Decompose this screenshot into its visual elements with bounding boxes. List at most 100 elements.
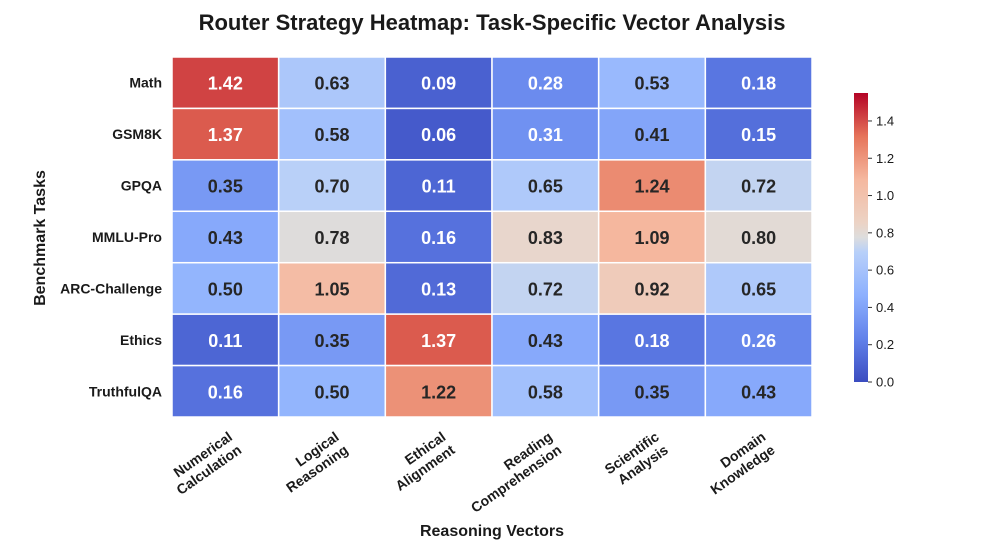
cell-value-label: 0.83 (528, 228, 563, 248)
heatmap-cell (384, 56, 493, 110)
cell-value-label: 1.37 (421, 331, 456, 351)
colorbar-tick-label: 0.0 (876, 375, 894, 390)
heatmap-cell (384, 261, 493, 315)
heatmap-cell (597, 159, 707, 213)
column-labels: NumericalCalculation LogicalReasoning Ethi… (164, 428, 778, 515)
heatmap-cell (491, 159, 600, 213)
colorbar-tick-label: 1.2 (876, 151, 894, 166)
colorbar-tick-label: 0.8 (876, 225, 894, 240)
cell-value-label: 0.43 (208, 228, 243, 248)
cell-value-label: 0.43 (528, 331, 563, 351)
heatmap-cell (384, 364, 493, 418)
cell-value-label: 0.50 (208, 279, 243, 299)
heatmap-cell (171, 364, 280, 418)
heatmap-cell (491, 261, 600, 315)
heatmap-cell (384, 210, 493, 264)
cell-value-label: 0.50 (314, 382, 349, 402)
heatmap-cell (597, 210, 707, 264)
column-label: ScientificAnalysis (602, 428, 672, 490)
row-label: Ethics (120, 332, 162, 348)
row-label: TruthfulQA (89, 383, 162, 399)
column-label: NumericalCalculation (164, 428, 244, 497)
cell-value-label: 0.35 (634, 382, 669, 402)
row-labels: Math GSM8K GPQA MMLU-Pro ARC-Challenge Ethics… (60, 75, 162, 400)
colorbar: 0.0 0.2 0.4 0.6 0.8 1.0 1.2 1.4 (854, 93, 894, 390)
heatmap-cell (704, 107, 813, 161)
cell-value-label: 0.65 (528, 177, 563, 197)
cell-value-label: 1.37 (208, 125, 243, 145)
cell-value-label: 1.05 (314, 279, 349, 299)
cell-value-label: 1.22 (421, 382, 456, 402)
heatmap-cell (704, 210, 813, 264)
colorbar-tick-label: 1.4 (876, 113, 894, 128)
cell-value-label: 0.06 (421, 125, 456, 145)
cell-value-label: 1.42 (208, 74, 243, 94)
colorbar-gradient (854, 93, 868, 382)
cell-value-label: 0.78 (314, 228, 349, 248)
cell-value-label: 0.70 (314, 177, 349, 197)
heatmap-cell (277, 364, 387, 418)
colorbar-tick-label: 0.6 (876, 263, 894, 278)
colorbar-tick-label: 1.0 (876, 188, 894, 203)
cell-value-label: 0.16 (421, 228, 456, 248)
chart-title: Router Strategy Heatmap: Task-Specific V… (199, 10, 786, 35)
cell-value-label: 0.92 (634, 279, 669, 299)
heatmap-cell (171, 313, 280, 367)
heatmap-cell (277, 107, 387, 161)
column-label: ReadingComprehension (459, 428, 565, 515)
heatmap-cell (491, 364, 600, 418)
heatmap-cell (277, 159, 387, 213)
cell-value-label: 0.35 (208, 177, 243, 197)
cell-value-label: 0.72 (528, 279, 563, 299)
row-label: Math (129, 75, 162, 91)
cell-value-label: 0.31 (528, 125, 563, 145)
row-label: ARC-Challenge (60, 280, 162, 296)
cell-value-label: 0.58 (314, 125, 349, 145)
column-label: EthicalAlignment (383, 428, 458, 494)
row-label: GSM8K (112, 126, 162, 142)
cell-value-label: 0.41 (634, 125, 669, 145)
cell-value-label: 0.18 (741, 74, 776, 94)
cell-value-label: 0.11 (208, 331, 242, 351)
heatmap-cell (597, 364, 707, 418)
cell-value-label: 0.65 (741, 279, 776, 299)
y-axis-label: Benchmark Tasks (32, 170, 49, 306)
heatmap-cell (704, 364, 813, 418)
cell-value-label: 0.43 (741, 382, 776, 402)
row-label: GPQA (121, 178, 162, 194)
cell-value-label: 0.11 (422, 177, 456, 197)
heatmap-cell (171, 210, 280, 264)
row-label: MMLU-Pro (92, 229, 162, 245)
cell-value-label: 0.72 (741, 177, 776, 197)
heatmap-cell (597, 261, 707, 315)
cell-value-label: 0.35 (314, 331, 349, 351)
heatmap-cells: 1.42 0.63 0.09 0.28 0.53 0.18 1.37 0.58 0.06 0.31… (171, 56, 813, 418)
colorbar-tick-label: 0.4 (876, 300, 894, 315)
cell-value-label: 0.09 (421, 74, 456, 94)
cell-value-label: 0.80 (741, 228, 776, 248)
heatmap-cell (171, 56, 280, 110)
cell-value-label: 0.26 (741, 331, 776, 351)
colorbar-tick-label: 0.2 (876, 337, 894, 352)
cell-value-label: 0.58 (528, 382, 563, 402)
heatmap-cell (704, 56, 813, 110)
cell-value-label: 1.09 (634, 228, 669, 248)
heatmap-cell (277, 210, 387, 264)
cell-value-label: 0.28 (528, 74, 563, 94)
x-axis-label: Reasoning Vectors (420, 523, 564, 540)
column-label: LogicalReasoning (274, 428, 351, 495)
cell-value-label: 0.13 (421, 279, 456, 299)
heatmap-cell (704, 313, 813, 367)
column-label: DomainKnowledge (698, 428, 778, 497)
heatmap-cell (277, 56, 387, 110)
cell-value-label: 0.53 (634, 74, 669, 94)
heatmap-cell (491, 210, 600, 264)
heatmap-cell (704, 261, 813, 315)
cell-value-label: 0.16 (208, 382, 243, 402)
cell-value-label: 0.18 (634, 331, 669, 351)
cell-value-label: 1.24 (634, 177, 669, 197)
heatmap-cell (491, 107, 600, 161)
heatmap-cell (704, 159, 813, 213)
cell-value-label: 0.63 (314, 74, 349, 94)
